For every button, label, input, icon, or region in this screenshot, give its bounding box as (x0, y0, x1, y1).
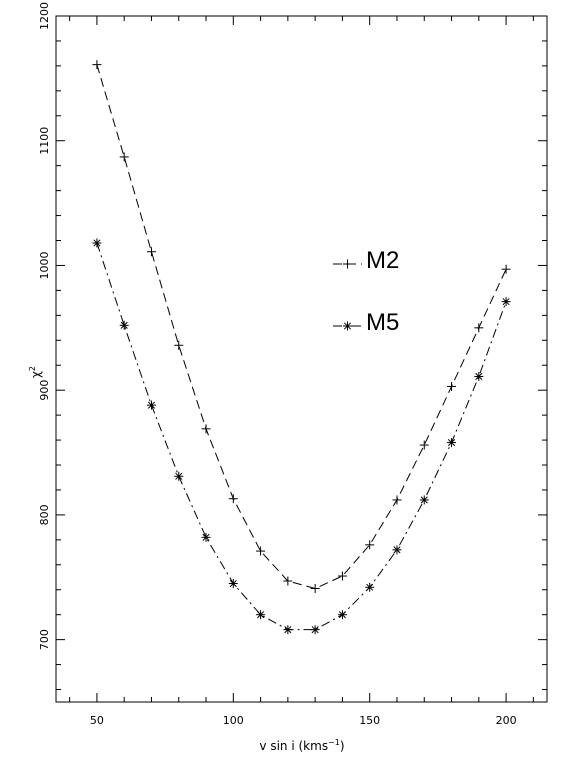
data-point-m2 (501, 264, 511, 274)
x-tick-label: 50 (90, 714, 104, 727)
y-tick-label: 900 (38, 380, 51, 401)
data-point-m5 (228, 579, 238, 589)
data-point-m2 (392, 495, 402, 505)
data-point-m5 (92, 238, 102, 248)
y-tick-label: 1200 (38, 2, 51, 30)
legend-marker-m5 (343, 321, 352, 331)
data-point-m5 (201, 532, 211, 542)
data-point-m5 (174, 471, 184, 481)
data-point-m5 (419, 495, 429, 505)
data-point-m2 (119, 152, 129, 162)
plot-frame (55, 15, 548, 703)
data-point-m5 (365, 582, 375, 592)
data-point-m5 (337, 610, 347, 620)
data-point-m2 (310, 583, 320, 593)
data-point-m2 (419, 440, 429, 450)
y-axis-title: χ2 (28, 366, 43, 378)
data-point-m2 (337, 571, 347, 581)
y-tick-label: 800 (38, 504, 51, 525)
data-point-m2 (283, 576, 293, 586)
data-point-m2 (201, 424, 211, 434)
data-point-m5 (392, 545, 402, 555)
data-point-m5 (146, 400, 156, 410)
legend-label-m2: M2 (366, 247, 399, 274)
legend-label-m5: M5 (366, 309, 399, 336)
data-point-m2 (256, 546, 266, 556)
axis-ticks: 50 100 150 200 700 800 900 1000 1100 1200 (38, 2, 547, 727)
y-tick-label: 1100 (38, 127, 51, 155)
x-tick-label: 150 (359, 714, 380, 727)
data-point-m5 (256, 610, 266, 620)
series-line-m5 (96, 242, 507, 631)
data-point-m5 (119, 320, 129, 330)
data-point-m2 (365, 540, 375, 550)
series-line-m2 (96, 64, 507, 590)
data-point-m2 (228, 494, 238, 504)
data-point-m2 (447, 381, 457, 391)
y-tick-label: 700 (38, 629, 51, 650)
x-tick-label: 100 (223, 714, 244, 727)
y-tick-label: 1000 (38, 251, 51, 279)
data-point-m2 (92, 60, 102, 70)
data-point-m2 (174, 340, 184, 350)
data-point-m5 (447, 438, 457, 448)
x-axis-title: v sin i (kms−1) (259, 738, 344, 753)
data-point-m2 (474, 323, 484, 333)
legend-marker-m2 (343, 259, 352, 269)
data-point-m5 (310, 625, 320, 635)
series-layer (92, 60, 511, 635)
data-point-m5 (283, 625, 293, 635)
x-tick-label: 200 (496, 714, 517, 727)
legend: M2 M5 (333, 247, 399, 336)
data-point-m2 (146, 247, 156, 257)
data-point-m5 (501, 297, 511, 307)
data-point-m5 (474, 371, 484, 381)
